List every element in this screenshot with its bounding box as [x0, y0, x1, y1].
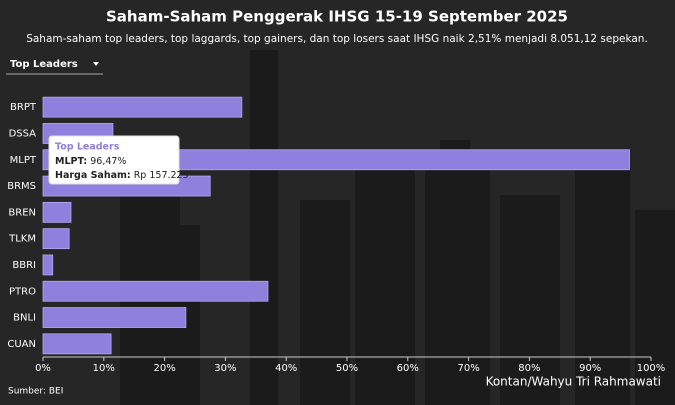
- x-tick-label: 20%: [153, 363, 175, 374]
- credit: Kontan/Wahyu Tri Rahmawati: [486, 375, 661, 389]
- tooltip-box: [48, 135, 180, 185]
- x-tick-label: 70%: [457, 363, 479, 374]
- bar: [42, 307, 187, 328]
- x-tick-label: 100%: [637, 363, 666, 374]
- y-tick-label: BREN: [8, 207, 36, 218]
- x-tick-label: 60%: [397, 363, 419, 374]
- x-tick-label: 0%: [35, 363, 51, 374]
- x-tick-label: 80%: [518, 363, 540, 374]
- x-tick-label: 90%: [579, 363, 601, 374]
- y-tick-label: DSSA: [9, 128, 37, 139]
- bar: [42, 96, 243, 118]
- y-tick-label: BNLI: [13, 313, 36, 324]
- dropdown[interactable]: Top Leaders: [6, 59, 103, 75]
- x-tick-label: 50%: [336, 363, 358, 374]
- y-tick-label: MLPT: [10, 155, 37, 166]
- x-tick-label: 40%: [275, 363, 297, 374]
- chart-subtitle: Saham-saham top leaders, top laggards, t…: [26, 33, 648, 45]
- bar: [42, 149, 630, 171]
- bar: [42, 280, 269, 302]
- source: Sumber: BEI: [8, 387, 63, 397]
- tooltip: Top Leaders MLPT: 96,47% Harga Saham: Rp 157…: [48, 135, 189, 185]
- y-tick-label: BRPT: [10, 102, 37, 113]
- x-tick-label: 10%: [93, 363, 115, 374]
- y-tick-label: CUAN: [7, 339, 36, 350]
- tooltip-value: Rp 157.225: [134, 170, 189, 181]
- y-tick-label: TLKM: [8, 234, 36, 245]
- tooltip-label: MLPT:: [55, 156, 87, 167]
- chart-title: Saham-Saham Penggerak IHSG 15-19 Septemb…: [106, 8, 568, 26]
- bar: [42, 333, 112, 355]
- bar: [42, 254, 54, 276]
- dropdown-label[interactable]: Top Leaders: [10, 59, 78, 70]
- tooltip-row: MLPT: 96,47%: [55, 156, 126, 167]
- y-tick-label: PTRO: [9, 286, 36, 297]
- tooltip-title: Top Leaders: [55, 142, 120, 153]
- dropdown-arrow[interactable]: [93, 62, 99, 66]
- x-tick-label: 30%: [214, 363, 236, 374]
- skyline: [120, 50, 675, 405]
- bar: [42, 201, 72, 223]
- tooltip-label: Harga Saham:: [55, 170, 131, 181]
- tooltip-row: Harga Saham: Rp 157.225: [55, 170, 189, 181]
- y-tick-label: BBRI: [12, 260, 36, 271]
- y-tick-label: BRMS: [7, 181, 36, 192]
- tooltip-value: 96,47%: [90, 156, 126, 167]
- bar: [42, 228, 70, 250]
